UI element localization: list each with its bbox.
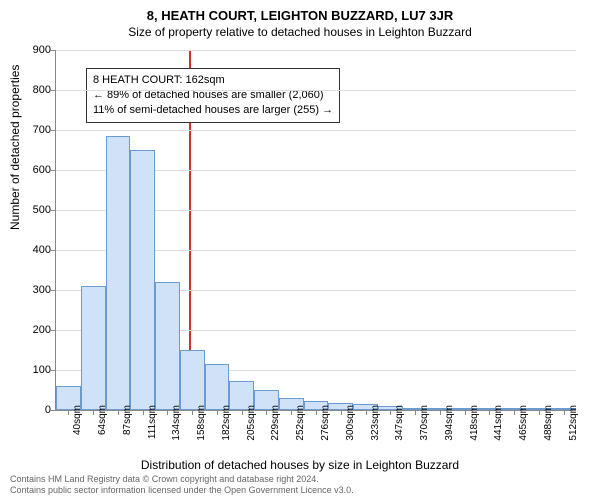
- histogram-bar: [106, 136, 131, 410]
- xtick-mark: [341, 410, 342, 415]
- x-axis-label: Distribution of detached houses by size …: [0, 458, 600, 472]
- xtick-label: 205sqm: [246, 405, 257, 441]
- xtick-mark: [242, 410, 243, 415]
- ytick-mark: [51, 50, 56, 51]
- xtick-label: 347sqm: [394, 405, 405, 441]
- ytick-mark: [51, 130, 56, 131]
- gridline: [56, 90, 576, 91]
- chart-container: 8, HEATH COURT, LEIGHTON BUZZARD, LU7 3J…: [0, 0, 600, 500]
- xtick-mark: [68, 410, 69, 415]
- xtick-label: 488sqm: [543, 405, 554, 441]
- ytick-mark: [51, 170, 56, 171]
- annotation-line1: 8 HEATH COURT: 162sqm: [93, 73, 333, 88]
- xtick-mark: [539, 410, 540, 415]
- xtick-mark: [440, 410, 441, 415]
- xtick-label: 441sqm: [493, 405, 504, 441]
- ytick-label: 600: [21, 164, 51, 176]
- histogram-bar: [205, 364, 230, 410]
- annotation-line3: 11% of semi-detached houses are larger (…: [93, 103, 333, 118]
- xtick-label: 182sqm: [221, 405, 232, 441]
- xtick-mark: [415, 410, 416, 415]
- xtick-label: 300sqm: [345, 405, 356, 441]
- xtick-label: 134sqm: [171, 405, 182, 441]
- xtick-label: 512sqm: [568, 405, 579, 441]
- ytick-mark: [51, 210, 56, 211]
- xtick-mark: [316, 410, 317, 415]
- ytick-label: 900: [21, 44, 51, 56]
- ytick-mark: [51, 90, 56, 91]
- xtick-label: 418sqm: [469, 405, 480, 441]
- xtick-label: 465sqm: [518, 405, 529, 441]
- plot-area: 8 HEATH COURT: 162sqm ← 89% of detached …: [55, 50, 576, 411]
- xtick-mark: [266, 410, 267, 415]
- ytick-mark: [51, 410, 56, 411]
- ytick-mark: [51, 370, 56, 371]
- xtick-mark: [291, 410, 292, 415]
- histogram-bar: [81, 286, 106, 410]
- xtick-label: 370sqm: [419, 405, 430, 441]
- ytick-label: 700: [21, 124, 51, 136]
- footer-line2: Contains public sector information licen…: [10, 485, 354, 496]
- ytick-mark: [51, 290, 56, 291]
- xtick-mark: [93, 410, 94, 415]
- xtick-mark: [217, 410, 218, 415]
- xtick-label: 111sqm: [147, 405, 158, 439]
- xtick-mark: [390, 410, 391, 415]
- xtick-mark: [192, 410, 193, 415]
- gridline: [56, 130, 576, 131]
- xtick-label: 229sqm: [270, 405, 281, 441]
- xtick-mark: [143, 410, 144, 415]
- xtick-mark: [366, 410, 367, 415]
- xtick-mark: [167, 410, 168, 415]
- histogram-bar: [155, 282, 180, 410]
- xtick-mark: [514, 410, 515, 415]
- xtick-mark: [489, 410, 490, 415]
- xtick-mark: [564, 410, 565, 415]
- y-axis-label: Number of detached properties: [8, 65, 22, 230]
- footer: Contains HM Land Registry data © Crown c…: [10, 474, 354, 496]
- xtick-mark: [118, 410, 119, 415]
- xtick-label: 276sqm: [320, 405, 331, 441]
- ytick-label: 800: [21, 84, 51, 96]
- ytick-label: 400: [21, 244, 51, 256]
- ytick-label: 0: [21, 404, 51, 416]
- ytick-mark: [51, 250, 56, 251]
- xtick-label: 158sqm: [196, 405, 207, 441]
- ytick-label: 500: [21, 204, 51, 216]
- annotation-box: 8 HEATH COURT: 162sqm ← 89% of detached …: [86, 68, 340, 123]
- xtick-label: 323sqm: [370, 405, 381, 441]
- xtick-label: 252sqm: [295, 405, 306, 441]
- footer-line1: Contains HM Land Registry data © Crown c…: [10, 474, 354, 485]
- xtick-label: 394sqm: [444, 405, 455, 441]
- chart-title: 8, HEATH COURT, LEIGHTON BUZZARD, LU7 3J…: [0, 0, 600, 23]
- xtick-mark: [465, 410, 466, 415]
- ytick-label: 100: [21, 364, 51, 376]
- gridline: [56, 50, 576, 51]
- chart-subtitle: Size of property relative to detached ho…: [0, 23, 600, 39]
- histogram-bar: [130, 150, 155, 410]
- ytick-label: 200: [21, 324, 51, 336]
- ytick-mark: [51, 330, 56, 331]
- histogram-bar: [180, 350, 205, 410]
- ytick-label: 300: [21, 284, 51, 296]
